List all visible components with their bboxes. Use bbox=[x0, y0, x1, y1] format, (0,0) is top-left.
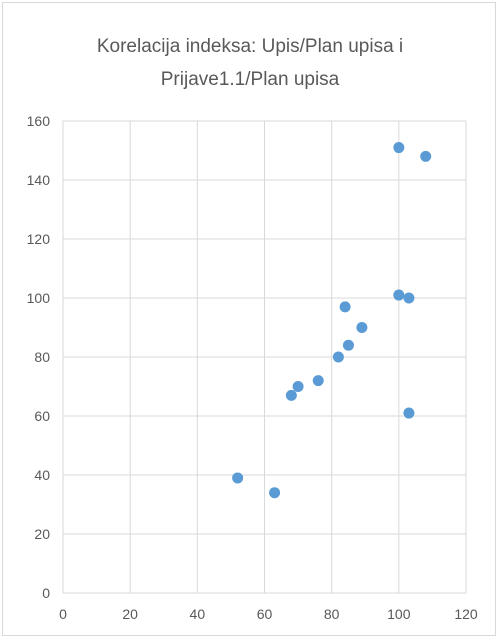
data-point bbox=[312, 375, 324, 387]
data-point bbox=[269, 487, 281, 499]
x-tick-label: 120 bbox=[454, 606, 478, 622]
y-tick-label: 0 bbox=[42, 585, 50, 601]
x-tick-label: 0 bbox=[59, 606, 67, 622]
y-tick-label: 40 bbox=[34, 467, 50, 483]
data-point bbox=[232, 472, 244, 484]
data-point bbox=[339, 301, 351, 313]
y-tick-label: 20 bbox=[34, 526, 50, 542]
data-point bbox=[285, 389, 297, 401]
y-tick-label: 80 bbox=[34, 349, 50, 365]
x-tick-label: 80 bbox=[324, 606, 340, 622]
data-point bbox=[420, 150, 432, 162]
x-tick-label: 40 bbox=[190, 606, 206, 622]
data-point bbox=[332, 351, 344, 363]
chart-title-line-1: Korelacija indeksa: Upis/Plan upisa i bbox=[96, 36, 404, 57]
y-tick-label: 160 bbox=[27, 113, 51, 129]
chart-title: Korelacija indeksa: Upis/Plan upisa i Pr… bbox=[0, 30, 500, 96]
data-point bbox=[292, 381, 304, 392]
x-tick-label: 20 bbox=[122, 606, 138, 622]
chart-title-line-2: Prijave1.1/Plan upisa bbox=[160, 69, 340, 90]
x-tick-label: 60 bbox=[257, 606, 273, 622]
y-tick-label: 60 bbox=[34, 408, 50, 424]
data-point bbox=[403, 407, 415, 419]
y-tick-label: 100 bbox=[27, 290, 51, 306]
x-tick-label: 100 bbox=[387, 606, 411, 622]
data-point bbox=[342, 339, 354, 351]
data-point bbox=[393, 289, 405, 301]
data-point bbox=[393, 142, 405, 154]
data-point bbox=[403, 292, 415, 304]
data-point bbox=[356, 322, 368, 333]
y-tick-label: 120 bbox=[27, 231, 51, 247]
y-tick-label: 140 bbox=[27, 172, 51, 188]
